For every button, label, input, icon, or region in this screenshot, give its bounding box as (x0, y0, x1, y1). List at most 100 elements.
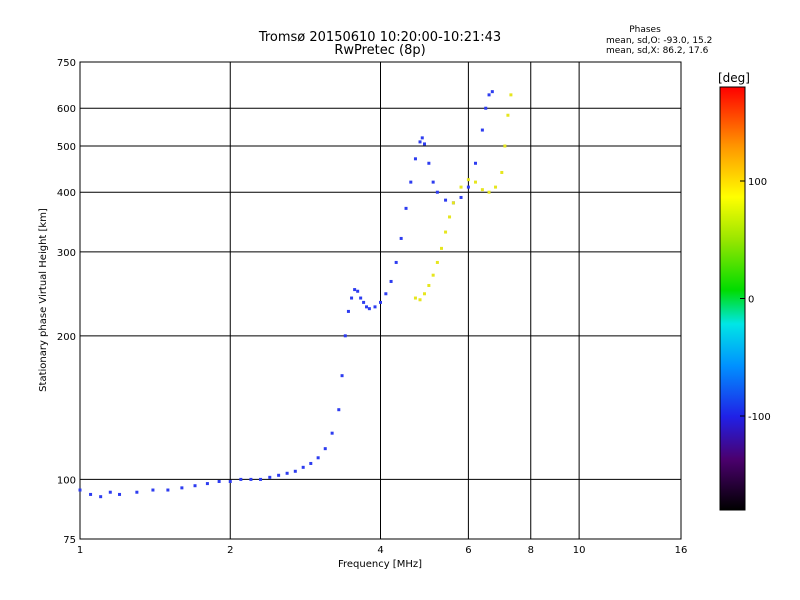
data-points (78, 90, 513, 499)
data-point (353, 288, 357, 292)
x-tick-label: 8 (528, 545, 534, 556)
data-point (490, 90, 494, 94)
stats-line-o: mean, sd,O: -93.0, 15.2 (606, 36, 712, 46)
data-point (277, 473, 281, 477)
data-point (217, 479, 221, 483)
colorbar-tick-label: 0 (748, 295, 754, 306)
stats-line-x: mean, sd,X: 86.2, 17.6 (606, 46, 709, 56)
data-point (118, 492, 122, 496)
data-point (466, 178, 470, 182)
data-point (99, 495, 103, 499)
data-point (473, 161, 477, 165)
data-point (487, 93, 491, 97)
x-tick-label: 6 (465, 545, 471, 556)
data-point (205, 482, 209, 486)
data-point (259, 477, 263, 481)
x-tick-label: 2 (227, 545, 233, 556)
data-point (487, 190, 491, 194)
data-point (228, 479, 232, 483)
x-axis-label: Frequency [MHz] (338, 559, 422, 570)
y-axis-label: Stationary phase Virtual Height [km] (38, 208, 49, 392)
y-axis-ticks: 75 100 200 300 400 500 600 750 (57, 58, 76, 546)
data-point (373, 305, 377, 309)
stats-heading: Phases (629, 25, 661, 35)
chart-title: Tromsø 20150610 10:20:00-10:21:43 (258, 30, 501, 45)
x-tick-label: 16 (675, 545, 688, 556)
data-point (293, 469, 297, 473)
data-point (350, 296, 354, 300)
data-point (413, 157, 417, 161)
data-point (330, 431, 334, 435)
y-tick-label: 500 (57, 142, 76, 153)
data-point (323, 447, 327, 451)
x-axis-ticks: 1 2 4 6 8 10 16 (77, 545, 688, 556)
data-point (379, 300, 382, 304)
data-point (466, 185, 470, 189)
y-tick-label: 400 (57, 188, 76, 199)
data-point (78, 488, 82, 492)
data-point (435, 190, 439, 194)
data-point (494, 185, 498, 189)
data-point (484, 106, 488, 110)
data-point (384, 292, 388, 296)
data-point (239, 477, 243, 481)
data-point (337, 408, 341, 412)
data-point (422, 142, 426, 146)
series-X (413, 93, 513, 302)
x-tick-label: 10 (573, 545, 586, 556)
data-point (459, 185, 463, 189)
data-point (451, 201, 455, 205)
y-tick-label: 600 (57, 104, 76, 115)
data-point (180, 486, 184, 490)
data-point (389, 279, 393, 283)
data-point (285, 471, 289, 475)
data-point (431, 180, 435, 184)
data-point (427, 283, 431, 287)
data-point (506, 113, 510, 117)
series-O (78, 90, 494, 499)
data-point (356, 289, 360, 293)
data-point (166, 488, 170, 492)
y-tick-label: 750 (57, 58, 76, 69)
data-point (480, 128, 484, 132)
data-point (135, 490, 139, 494)
data-point (249, 477, 253, 481)
data-point (459, 195, 463, 199)
data-point (473, 180, 477, 184)
colorbar-tick-label: -100 (748, 412, 771, 423)
data-point (440, 246, 444, 250)
data-point (480, 188, 484, 192)
data-point (399, 236, 403, 240)
data-point (413, 296, 417, 300)
y-tick-label: 100 (57, 475, 76, 486)
data-point (316, 456, 320, 460)
data-point (422, 292, 426, 296)
y-tick-label: 75 (63, 535, 76, 546)
y-tick-label: 200 (57, 332, 76, 343)
data-point (431, 273, 435, 277)
data-point (409, 180, 413, 184)
data-point (420, 136, 424, 140)
data-point (404, 206, 408, 210)
x-tick-label: 1 (77, 545, 83, 556)
data-point (503, 144, 507, 148)
data-point (394, 260, 398, 264)
data-point (346, 309, 350, 313)
data-point (444, 198, 448, 202)
data-point (193, 484, 197, 488)
colorbar-label: [deg] (718, 71, 750, 85)
data-point (418, 298, 422, 302)
colorbar-tick-label: 100 (748, 177, 767, 188)
grid-lines (80, 62, 681, 539)
data-point (359, 296, 363, 300)
data-point (268, 475, 272, 479)
data-point (301, 465, 305, 469)
data-point (362, 300, 366, 304)
data-point (448, 215, 452, 219)
data-point (444, 230, 448, 234)
data-point (509, 93, 513, 97)
data-point (151, 488, 155, 492)
data-point (108, 490, 112, 494)
chart-subtitle: RwPretec (8p) (334, 43, 425, 58)
